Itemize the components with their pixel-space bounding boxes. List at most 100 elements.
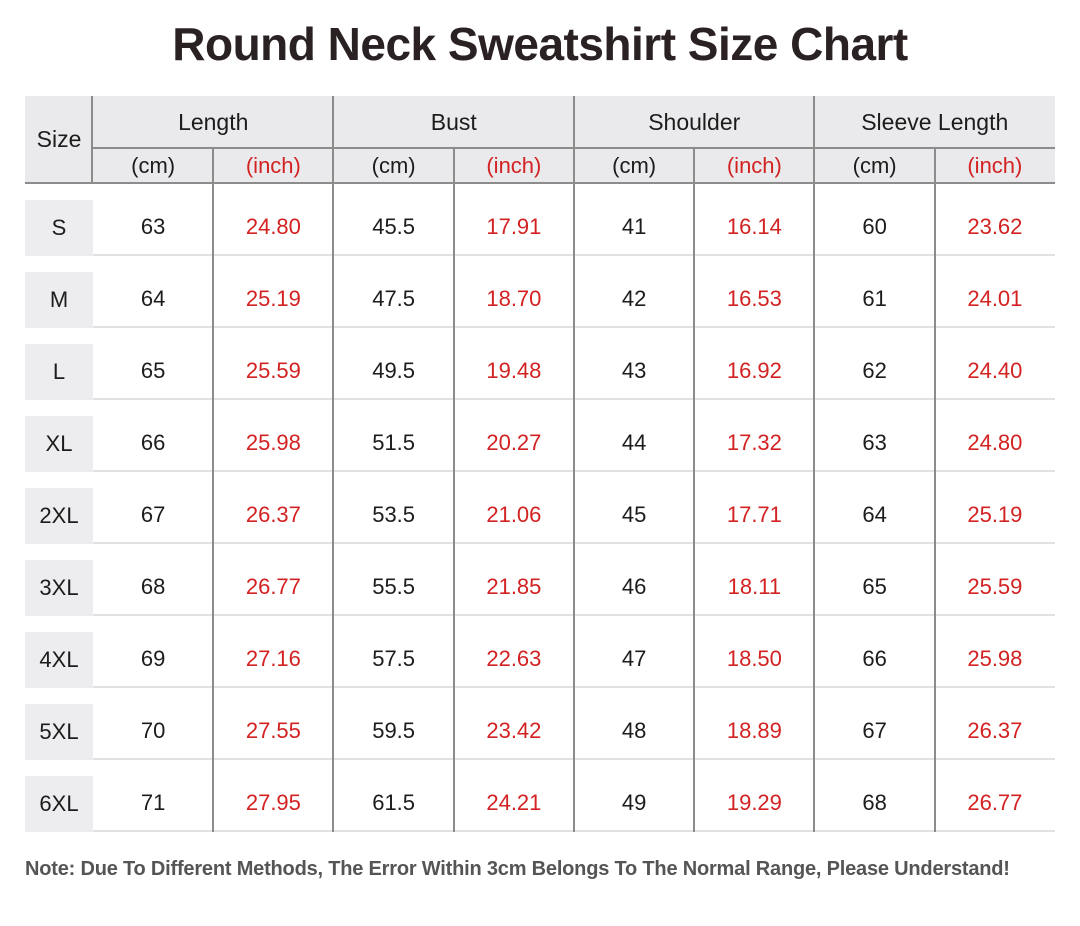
unit-header-cm: (cm) [371, 153, 416, 178]
value-cell: 66 [814, 632, 935, 688]
value-cell: 25.59 [934, 560, 1055, 616]
unit-header-cm: (cm) [131, 153, 176, 178]
column-group-header-sleeve-length: Sleeve Length [861, 108, 1009, 135]
page-title: Round Neck Sweatshirt Size Chart [172, 18, 908, 70]
value-cell: 21.06 [453, 488, 574, 544]
value-cell: 24.80 [213, 200, 334, 256]
value-cell: 25.19 [213, 272, 334, 328]
value-cell: 25.98 [934, 632, 1055, 688]
value-cell: 69 [93, 632, 214, 688]
value-cell: 57.5 [333, 632, 454, 688]
grid-line-vertical [813, 95, 815, 832]
value-cell: 18.70 [453, 272, 574, 328]
value-cell: 45.5 [333, 200, 454, 256]
value-cell: 24.01 [934, 272, 1055, 328]
unit-header-cm: (cm) [852, 153, 897, 178]
unit-header-inch: (inch) [486, 153, 542, 178]
value-cell: 55.5 [333, 560, 454, 616]
table-header-background [25, 95, 1055, 184]
value-cell: 67 [93, 488, 214, 544]
value-cell: 61 [814, 272, 935, 328]
size-cell: 4XL [25, 631, 93, 688]
grid-line-horizontal [25, 181, 1055, 184]
value-cell: 20.27 [453, 416, 574, 472]
value-cell: 26.77 [213, 560, 334, 616]
value-cell: 66 [93, 416, 214, 472]
value-cell: 42 [574, 272, 695, 328]
value-cell: 44 [574, 416, 695, 472]
grid-line-horizontal [92, 146, 1055, 149]
value-cell: 64 [814, 488, 935, 544]
value-cell: 48 [574, 704, 695, 760]
grid-line-vertical [573, 95, 575, 832]
value-cell: 61.5 [333, 776, 454, 832]
value-cell: 22.63 [453, 632, 574, 688]
value-cell: 23.62 [934, 200, 1055, 256]
note-text: Note: Due To Different Methods, The Erro… [25, 857, 1010, 880]
value-cell: 64 [93, 272, 214, 328]
grid-line-vertical [332, 95, 334, 832]
value-cell: 27.55 [213, 704, 334, 760]
value-cell: 23.42 [453, 704, 574, 760]
value-cell: 24.80 [934, 416, 1055, 472]
value-cell: 16.92 [694, 344, 815, 400]
value-cell: 63 [814, 416, 935, 472]
value-cell: 26.37 [934, 704, 1055, 760]
value-cell: 53.5 [333, 488, 454, 544]
value-cell: 21.85 [453, 560, 574, 616]
size-cell: XL [25, 415, 93, 472]
size-cell: L [25, 343, 93, 400]
unit-header-inch: (inch) [726, 153, 782, 178]
size-cell: 5XL [25, 703, 93, 760]
value-cell: 68 [93, 560, 214, 616]
value-cell: 47 [574, 632, 695, 688]
value-cell: 46 [574, 560, 695, 616]
value-cell: 65 [814, 560, 935, 616]
grid-line-vertical [212, 146, 214, 832]
value-cell: 26.77 [934, 776, 1055, 832]
value-cell: 51.5 [333, 416, 454, 472]
value-cell: 71 [93, 776, 214, 832]
grid-line-vertical [453, 146, 455, 832]
value-cell: 27.16 [213, 632, 334, 688]
value-cell: 65 [93, 344, 214, 400]
size-chart-page: Round Neck Sweatshirt Size Chart Size Le… [0, 16, 1080, 881]
value-cell: 67 [814, 704, 935, 760]
column-header-size: Size [36, 126, 82, 152]
value-cell: 45 [574, 488, 695, 544]
grid-line-vertical [91, 95, 93, 184]
unit-header-inch: (inch) [967, 153, 1023, 178]
value-cell: 62 [814, 344, 935, 400]
value-cell: 24.21 [453, 776, 574, 832]
value-cell: 49.5 [333, 344, 454, 400]
size-chart-table: Size Length Bust Shoulder Sleeve Length … [25, 95, 1055, 832]
column-group-header-shoulder: Shoulder [648, 108, 741, 135]
value-cell: 49 [574, 776, 695, 832]
grid-line-vertical [934, 146, 936, 832]
value-cell: 25.19 [934, 488, 1055, 544]
value-cell: 60 [814, 200, 935, 256]
value-cell: 18.89 [694, 704, 815, 760]
value-cell: 16.14 [694, 200, 815, 256]
size-cell: 3XL [25, 559, 93, 616]
grid-line-vertical [693, 146, 695, 832]
size-cell: 6XL [25, 775, 93, 832]
value-cell: 59.5 [333, 704, 454, 760]
unit-header-inch: (inch) [245, 153, 301, 178]
value-cell: 70 [93, 704, 214, 760]
value-cell: 19.29 [694, 776, 815, 832]
value-cell: 47.5 [333, 272, 454, 328]
value-cell: 63 [93, 200, 214, 256]
value-cell: 24.40 [934, 344, 1055, 400]
value-cell: 43 [574, 344, 695, 400]
size-cell: 2XL [25, 487, 93, 544]
value-cell: 17.91 [453, 200, 574, 256]
value-cell: 18.50 [694, 632, 815, 688]
value-cell: 25.98 [213, 416, 334, 472]
value-cell: 16.53 [694, 272, 815, 328]
value-cell: 19.48 [453, 344, 574, 400]
value-cell: 41 [574, 200, 695, 256]
value-cell: 68 [814, 776, 935, 832]
value-cell: 26.37 [213, 488, 334, 544]
size-cell: M [25, 271, 93, 328]
